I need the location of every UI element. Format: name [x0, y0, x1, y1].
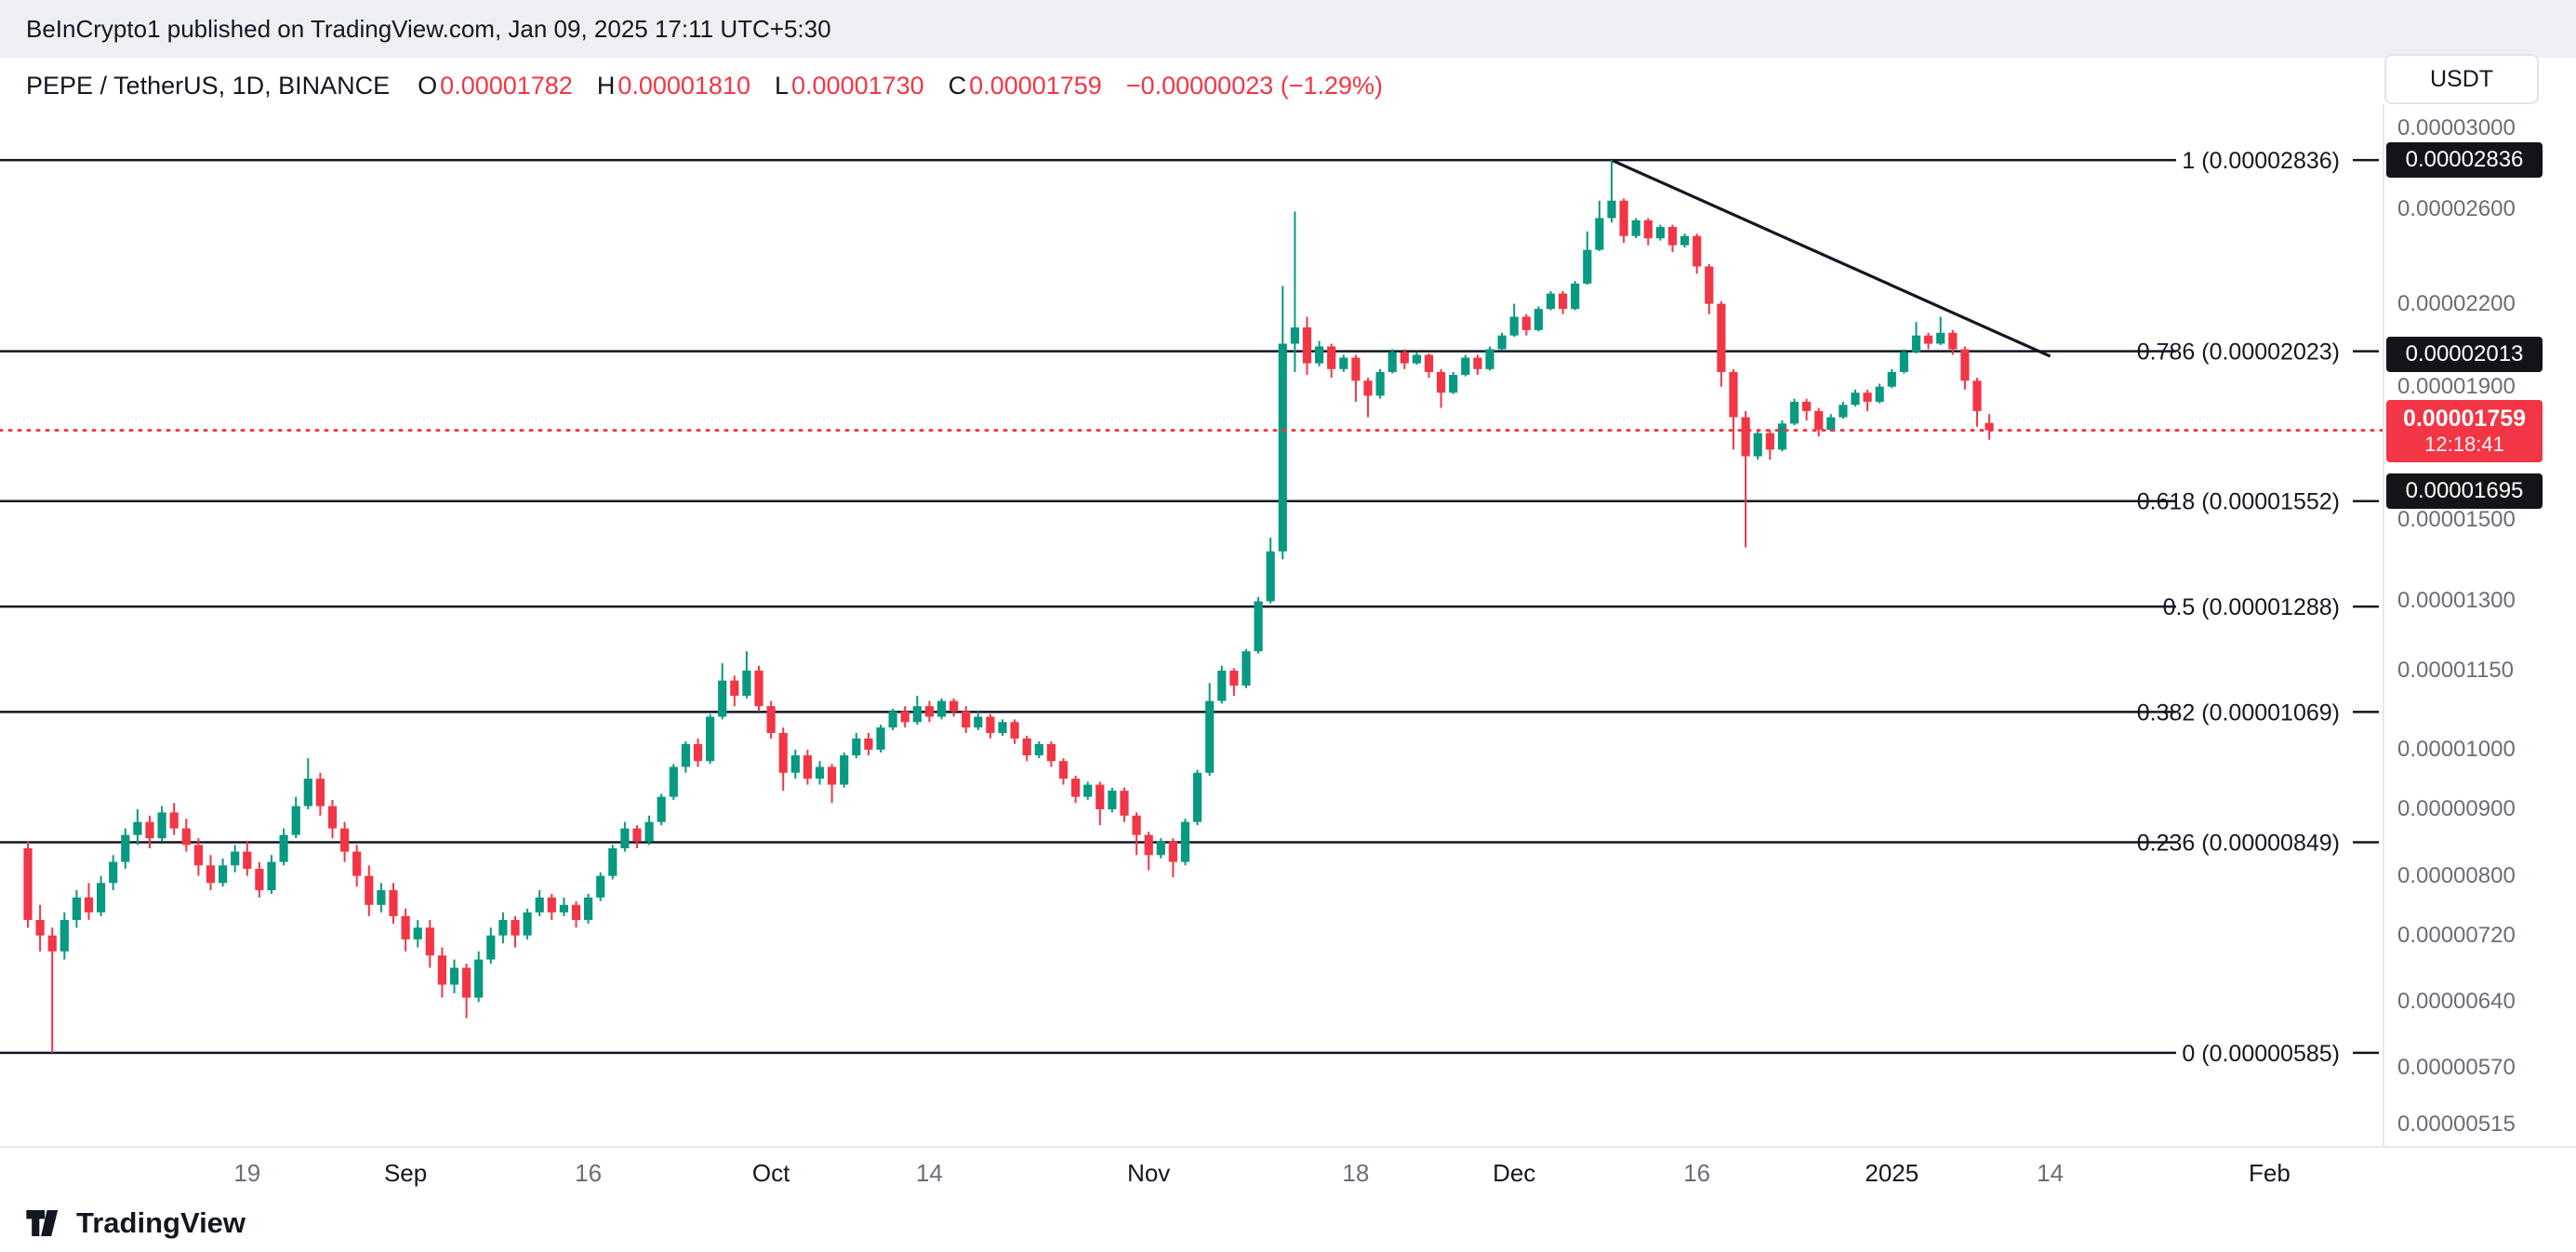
price-axis-label: 0.00002200: [2397, 290, 2516, 316]
time-axis-label: Nov: [1127, 1159, 1171, 1187]
footer-bar: TradingView: [0, 1194, 2576, 1252]
current-price: 0.00001759: [2402, 405, 2527, 432]
fib-label-0.236[interactable]: 0.236 (0.00000849): [2137, 830, 2340, 856]
time-axis-label: Sep: [383, 1159, 428, 1187]
axis-vertical-separator: [2383, 104, 2384, 1146]
price-level-badge: 0.00002836: [2386, 142, 2543, 179]
fib-label-0[interactable]: 0 (0.00000585): [2182, 1041, 2340, 1067]
chart-pane[interactable]: 1 (0.00002836) 0.786 (0.00002023) 0.618 (0…: [0, 104, 2383, 1146]
price-axis-label: 0.00000640: [2397, 989, 2516, 1015]
price-axis-label: 0.00000720: [2397, 922, 2516, 948]
price-axis-label: 0.00001500: [2397, 507, 2516, 533]
fib-label-0.786[interactable]: 0.786 (0.00002023): [2137, 340, 2340, 366]
close-value: 0.00001759: [969, 71, 1102, 100]
candle-countdown: 12:18:41: [2424, 432, 2504, 456]
price-axis-label: 0.00001150: [2397, 657, 2515, 683]
high-label: H: [596, 71, 616, 100]
ohlc-high: H 0.00001810: [597, 72, 750, 100]
high-value: 0.00001810: [617, 71, 750, 100]
publish-info-bar: BeInCrypto1 published on TradingView.com…: [0, 0, 2576, 58]
time-axis-label: 16: [575, 1159, 603, 1187]
price-axis-label: 0.00000800: [2397, 862, 2516, 888]
price-level-badge: 0.00001695: [2386, 473, 2543, 509]
price-axis-label: 0.00000515: [2397, 1112, 2516, 1138]
time-axis-label: 14: [2037, 1159, 2065, 1187]
fib-label-0.5[interactable]: 0.5 (0.00001288): [2163, 594, 2340, 620]
time-axis-label: 18: [1342, 1159, 1370, 1187]
price-change: −0.00000023 (−1.29%): [1125, 71, 1384, 100]
price-axis-label: 0.00000570: [2397, 1054, 2516, 1080]
time-axis-label: 19: [233, 1159, 261, 1187]
price-axis-label: 0.00001000: [2397, 736, 2516, 762]
ohlc-low: L 0.00001730: [775, 72, 924, 100]
price-axis[interactable]: 0.00001759 12:18:41 0.00003000 0.00002600…: [2384, 104, 2576, 1146]
candles: [23, 160, 1994, 1053]
publish-info-text: BeInCrypto1 published on TradingView.com…: [26, 14, 831, 43]
quote-currency-button[interactable]: USDT: [2384, 54, 2539, 104]
close-label: C: [948, 71, 967, 100]
price-axis-label: 0.00001300: [2397, 588, 2516, 614]
time-axis-label: 14: [915, 1159, 943, 1187]
symbol-title[interactable]: PEPE / TetherUS, 1D, BINANCE: [26, 71, 391, 100]
price-level-badge: 0.00002013: [2386, 336, 2543, 372]
trendline[interactable]: [1611, 158, 2052, 358]
time-axis-label: Dec: [1493, 1159, 1536, 1187]
price-axis-label: 0.00000900: [2397, 796, 2516, 821]
price-axis-label: 0.00001900: [2397, 373, 2516, 399]
fib-label-1[interactable]: 1 (0.00002836): [2182, 148, 2340, 174]
price-axis-label: 0.00002600: [2397, 196, 2516, 221]
time-axis-label: Oct: [751, 1159, 790, 1187]
price-axis-label: 0.00003000: [2397, 115, 2516, 140]
ohlc-close: C 0.00001759: [949, 72, 1102, 100]
fib-label-0.618[interactable]: 0.618 (0.00001552): [2137, 489, 2340, 515]
open-label: O: [418, 71, 438, 100]
low-label: L: [774, 71, 790, 100]
low-value: 0.00001730: [791, 71, 924, 100]
tradingview-brand-link[interactable]: TradingView: [76, 1206, 246, 1239]
axis-horizontal-separator: [0, 1146, 2576, 1148]
time-axis-label: 2025: [1865, 1159, 1919, 1187]
time-axis-label: Feb: [2248, 1159, 2291, 1187]
current-price-badge: 0.00001759 12:18:41: [2386, 399, 2543, 462]
ohlc-open: O 0.00001782: [418, 72, 573, 100]
time-axis-label: 16: [1683, 1159, 1711, 1187]
time-axis[interactable]: 19 Sep 16 Oct 14 Nov 18 Dec 16 2025 14 Feb: [0, 1152, 2383, 1196]
open-value: 0.00001782: [440, 71, 573, 100]
fib-label-0.382[interactable]: 0.382 (0.00001069): [2137, 699, 2340, 726]
chart-legend: PEPE / TetherUS, 1D, BINANCE O 0.00001782…: [26, 65, 1383, 106]
tradingview-logo-icon[interactable]: [24, 1204, 63, 1243]
